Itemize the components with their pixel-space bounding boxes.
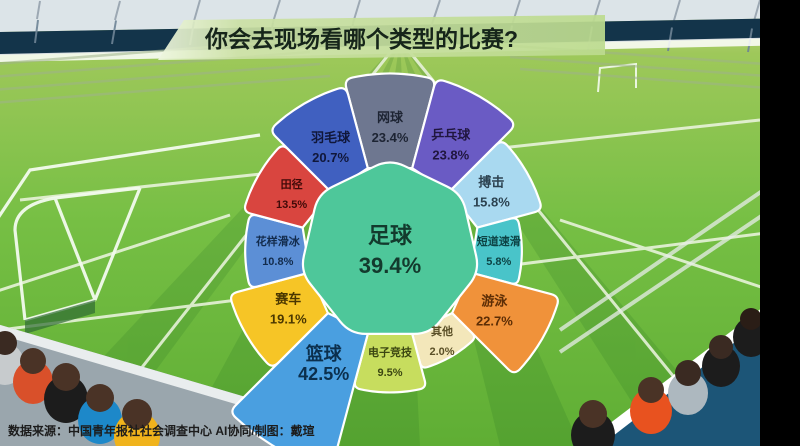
svg-text:网球: 网球	[377, 110, 404, 125]
svg-text:2.0%: 2.0%	[429, 346, 454, 358]
svg-text:搏击: 搏击	[478, 174, 504, 189]
svg-text:赛车: 赛车	[274, 292, 301, 307]
svg-text:游泳: 游泳	[481, 293, 508, 308]
svg-text:13.5%: 13.5%	[276, 199, 307, 211]
svg-text:20.7%: 20.7%	[312, 150, 349, 165]
svg-text:你会去现场看哪个类型的比赛?: 你会去现场看哪个类型的比赛?	[204, 26, 518, 52]
svg-text:足球: 足球	[368, 223, 413, 248]
svg-text:乒乓球: 乒乓球	[431, 128, 471, 143]
svg-text:23.4%: 23.4%	[372, 130, 409, 145]
svg-text:短道速滑: 短道速滑	[477, 234, 521, 248]
svg-text:22.7%: 22.7%	[476, 313, 513, 328]
svg-text:19.1%: 19.1%	[270, 312, 307, 327]
svg-text:花样滑冰: 花样滑冰	[256, 234, 301, 248]
svg-text:其他: 其他	[431, 324, 453, 338]
svg-text:田径: 田径	[281, 177, 303, 191]
svg-text:9.5%: 9.5%	[377, 367, 402, 379]
svg-text:10.8%: 10.8%	[262, 256, 293, 268]
svg-text:羽毛球: 羽毛球	[311, 130, 351, 145]
svg-text:42.5%: 42.5%	[298, 364, 349, 384]
svg-text:数据来源：中国青年报社社会调查中心 AI协: 数据来源：中国青年报社社会调查中心 AI协同/制图：戴瑄	[8, 423, 315, 438]
svg-text:电子竞技: 电子竞技	[368, 345, 413, 359]
svg-text:5.8%: 5.8%	[486, 256, 511, 268]
svg-text:篮球: 篮球	[305, 343, 343, 364]
svg-text:39.4%: 39.4%	[359, 253, 421, 278]
svg-text:23.8%: 23.8%	[432, 148, 469, 163]
svg-text:15.8%: 15.8%	[473, 194, 510, 209]
